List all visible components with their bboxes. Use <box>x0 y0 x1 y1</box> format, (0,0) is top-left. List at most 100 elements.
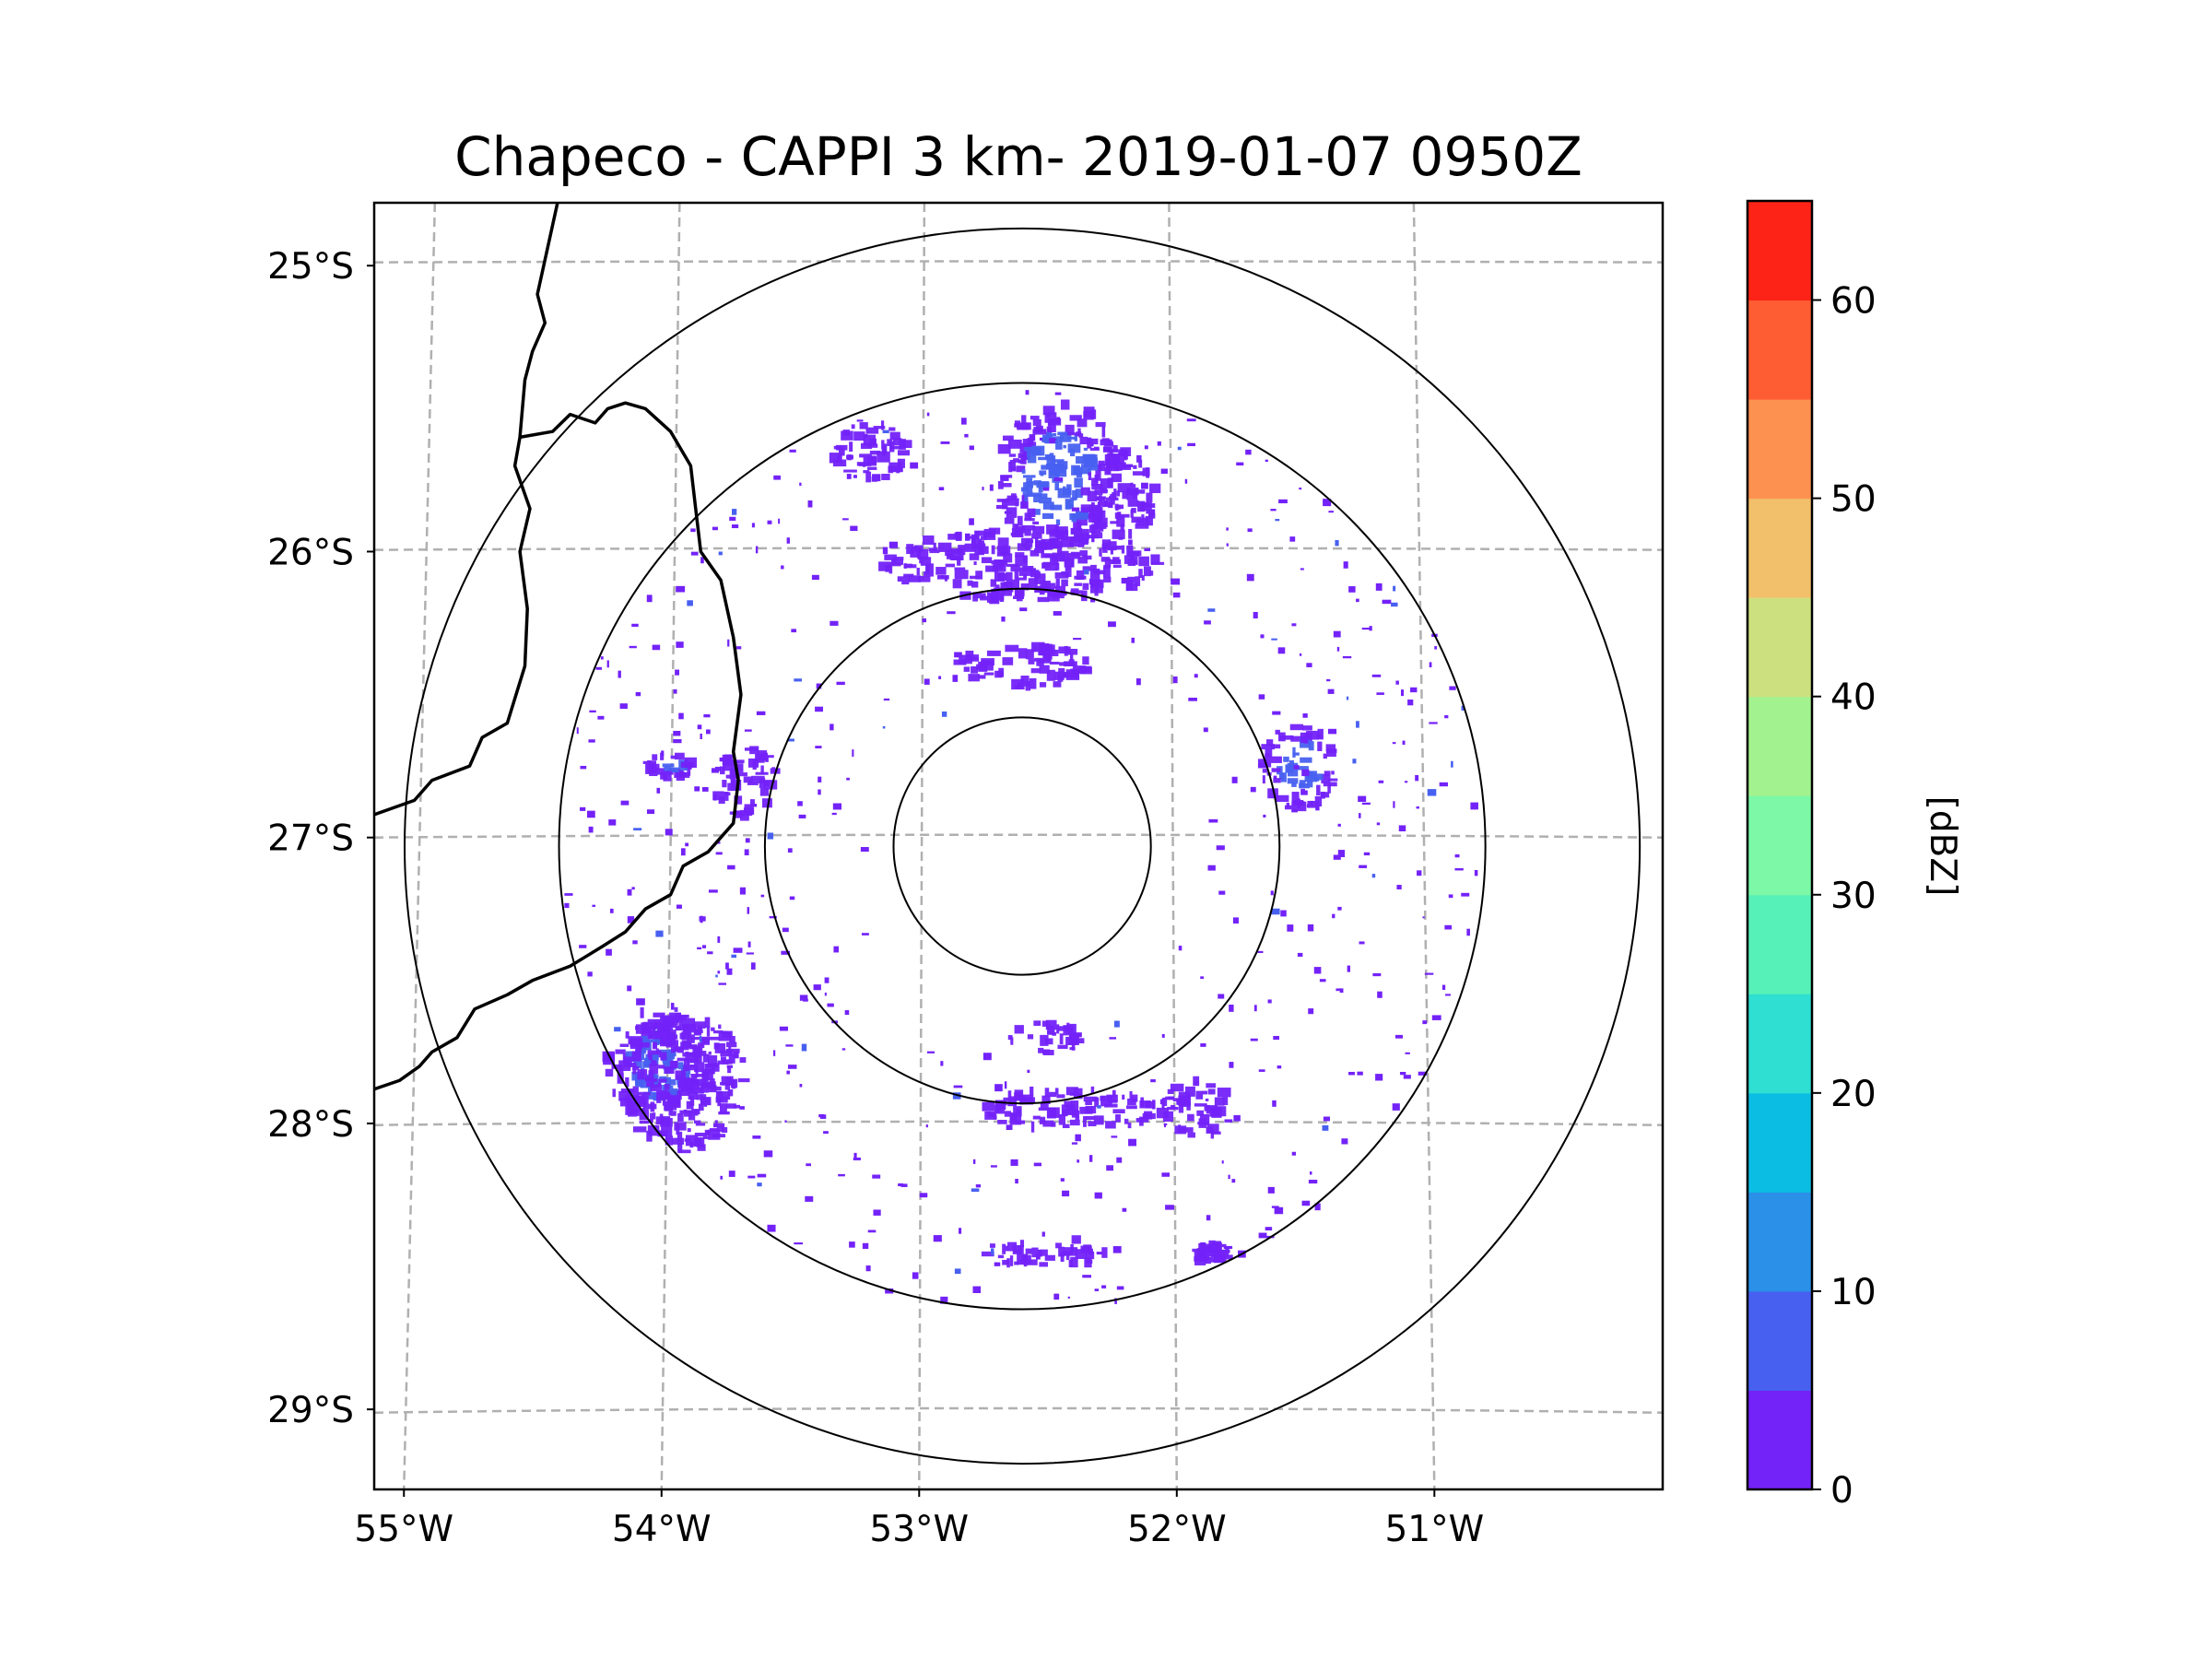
echo-pixel <box>920 557 932 566</box>
echo-pixel <box>660 1035 668 1044</box>
echo-speck <box>1410 687 1418 693</box>
echo-pixel <box>1014 423 1019 428</box>
echo-speck <box>1221 1160 1224 1164</box>
echo-speck <box>846 454 853 460</box>
echo-speck <box>1393 585 1396 592</box>
echo-pixel <box>674 1006 678 1012</box>
echo-speck <box>1277 1065 1282 1069</box>
echo-pixel <box>682 1086 689 1092</box>
echo-pixel <box>1061 579 1068 587</box>
echo-speck <box>614 1027 621 1032</box>
echo-pixel <box>1056 1094 1065 1099</box>
echo-speck <box>1371 674 1382 677</box>
echo-speck <box>1291 1151 1297 1156</box>
border-line <box>374 401 743 1091</box>
echo-pixel <box>1025 649 1034 660</box>
echo-pixel <box>1149 483 1161 494</box>
echo-speck <box>786 537 790 544</box>
echo-speck <box>1271 638 1277 641</box>
echo-pixel <box>631 1051 641 1062</box>
echo-pixel <box>653 1112 656 1120</box>
echo-pixel <box>1013 595 1025 600</box>
echo-speck <box>1327 688 1335 694</box>
echo-pixel <box>1059 433 1072 442</box>
echo-pixel <box>1042 406 1055 416</box>
echo-pixel <box>1109 462 1117 469</box>
echo-pixel <box>671 1088 678 1097</box>
echo-speck <box>853 1157 861 1160</box>
echo-pixel <box>1120 524 1124 532</box>
echo-pixel <box>1080 504 1094 513</box>
echo-pixel <box>707 1055 718 1066</box>
echo-pixel <box>663 771 672 782</box>
echo-speck <box>1250 1038 1258 1041</box>
echo-speck <box>1448 894 1453 899</box>
echo-pixel <box>763 780 778 790</box>
echo-speck <box>1358 795 1367 802</box>
echo-pixel <box>1187 1113 1194 1122</box>
echo-pixel <box>935 567 947 575</box>
map-background <box>374 203 1663 1489</box>
y-tick-label: 29°S <box>267 1390 354 1431</box>
echo-pixel <box>1222 1097 1229 1106</box>
echo-pixel <box>888 465 894 474</box>
echo-speck <box>1258 1069 1265 1072</box>
echo-pixel <box>952 579 962 589</box>
echo-pixel <box>734 795 743 805</box>
echo-pixel <box>1072 489 1077 500</box>
echo-pixel <box>698 1103 704 1111</box>
echo-pixel <box>1269 756 1282 763</box>
echo-speck <box>1394 1034 1403 1039</box>
echo-pixel <box>1100 526 1104 532</box>
echo-pixel <box>665 1055 670 1065</box>
echo-speck <box>1376 692 1384 695</box>
echo-pixel <box>1055 578 1060 588</box>
echo-pixel <box>1076 431 1082 437</box>
echo-pixel <box>668 767 679 773</box>
echo-pixel <box>1002 657 1014 665</box>
echo-pixel <box>1088 1121 1097 1127</box>
echo-pixel <box>881 440 885 449</box>
echo-speck <box>727 865 735 870</box>
echo-speck <box>853 475 857 478</box>
echo-pixel <box>1040 1102 1049 1110</box>
echo-pixel <box>723 762 733 771</box>
colorbar-tick-label: 20 <box>1830 1074 1877 1115</box>
echo-pixel <box>632 1068 637 1075</box>
echo-pixel <box>1006 1241 1018 1252</box>
echo-speck <box>1306 804 1310 808</box>
echo-speck <box>1405 1052 1410 1054</box>
echo-pixel <box>1113 462 1126 469</box>
echo-pixel <box>1307 800 1319 808</box>
echo-speck <box>636 998 645 1006</box>
echo-pixel <box>633 1060 642 1068</box>
echo-speck <box>1246 573 1254 582</box>
echo-pixel <box>1076 528 1089 540</box>
map-area[interactable] <box>374 203 1663 1489</box>
echo-speck <box>1113 1020 1120 1028</box>
x-tick-label: 55°W <box>354 1509 453 1550</box>
echo-speck <box>665 829 673 836</box>
echo-pixel <box>751 775 765 780</box>
range-ring <box>892 716 1152 976</box>
echo-region-north-northeast <box>1080 447 1161 539</box>
echo-pixel <box>1076 455 1090 465</box>
echo-pixel <box>1138 569 1143 578</box>
echo-pixel <box>1041 542 1054 549</box>
echo-pixel <box>1042 501 1054 510</box>
echo-pixel <box>869 450 881 455</box>
echo-speck <box>1267 999 1272 1004</box>
echo-pixel <box>863 456 877 465</box>
echo-pixel <box>721 1076 734 1086</box>
echo-pixel <box>702 1135 710 1139</box>
echo-pixel <box>1112 529 1125 539</box>
echo-pixel <box>648 1077 658 1082</box>
echo-pixel <box>1206 1083 1217 1088</box>
echo-speck <box>697 947 702 950</box>
echo-pixel <box>977 546 989 554</box>
echo-pixel <box>689 1087 704 1094</box>
echo-pixel <box>1198 1118 1207 1128</box>
echo-pixel <box>1126 488 1138 500</box>
echo-pixel <box>1011 678 1025 690</box>
grid-line-lon <box>1168 203 1179 1489</box>
